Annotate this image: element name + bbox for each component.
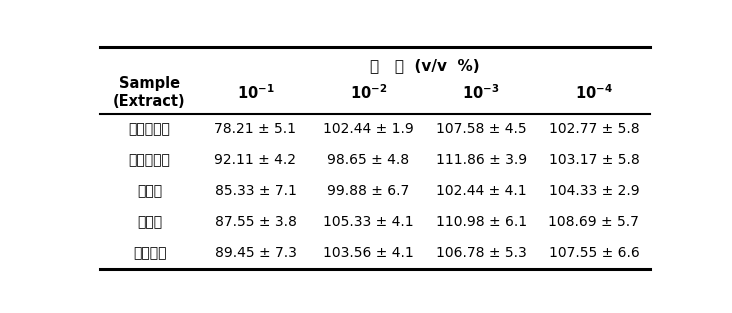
Text: 105.33 ± 4.1: 105.33 ± 4.1 xyxy=(323,215,414,229)
Text: 에키네시아: 에키네시아 xyxy=(129,153,171,167)
Text: 103.17 ± 5.8: 103.17 ± 5.8 xyxy=(548,153,639,167)
Text: 농   도  (v/v  %): 농 도 (v/v %) xyxy=(370,59,479,74)
Text: 104.33 ± 2.9: 104.33 ± 2.9 xyxy=(548,184,639,198)
Text: $\mathbf{10^{-2}}$: $\mathbf{10^{-2}}$ xyxy=(350,83,387,102)
Text: 92.11 ± 4.2: 92.11 ± 4.2 xyxy=(214,153,296,167)
Text: 금선련: 금선련 xyxy=(137,215,162,229)
Text: 103.56 ± 4.1: 103.56 ± 4.1 xyxy=(323,246,414,260)
Text: 102.44 ± 4.1: 102.44 ± 4.1 xyxy=(436,184,526,198)
Text: 나도수영: 나도수영 xyxy=(132,246,166,260)
Text: 107.58 ± 4.5: 107.58 ± 4.5 xyxy=(436,122,526,136)
Text: Sample
(Extract): Sample (Extract) xyxy=(113,76,186,109)
Text: $\mathbf{10^{-4}}$: $\mathbf{10^{-4}}$ xyxy=(575,83,613,102)
Text: $\mathbf{10^{-3}}$: $\mathbf{10^{-3}}$ xyxy=(463,83,500,102)
Text: 99.88 ± 6.7: 99.88 ± 6.7 xyxy=(327,184,409,198)
Text: 89.45 ± 7.3: 89.45 ± 7.3 xyxy=(214,246,296,260)
Text: 106.78 ± 5.3: 106.78 ± 5.3 xyxy=(436,246,526,260)
Text: 102.44 ± 1.9: 102.44 ± 1.9 xyxy=(323,122,414,136)
Text: 85.33 ± 7.1: 85.33 ± 7.1 xyxy=(214,184,296,198)
Text: 108.69 ± 5.7: 108.69 ± 5.7 xyxy=(548,215,639,229)
Text: 111.86 ± 3.9: 111.86 ± 3.9 xyxy=(436,153,526,167)
Text: 87.55 ± 3.8: 87.55 ± 3.8 xyxy=(214,215,296,229)
Text: $\mathbf{10^{-1}}$: $\mathbf{10^{-1}}$ xyxy=(236,83,274,102)
Text: 색시프라가: 색시프라가 xyxy=(129,122,171,136)
Text: 78.21 ± 5.1: 78.21 ± 5.1 xyxy=(214,122,296,136)
Text: 110.98 ± 6.1: 110.98 ± 6.1 xyxy=(436,215,526,229)
Text: 102.77 ± 5.8: 102.77 ± 5.8 xyxy=(548,122,639,136)
Text: 신선초: 신선초 xyxy=(137,184,162,198)
Text: 107.55 ± 6.6: 107.55 ± 6.6 xyxy=(548,246,639,260)
Text: 98.65 ± 4.8: 98.65 ± 4.8 xyxy=(327,153,409,167)
